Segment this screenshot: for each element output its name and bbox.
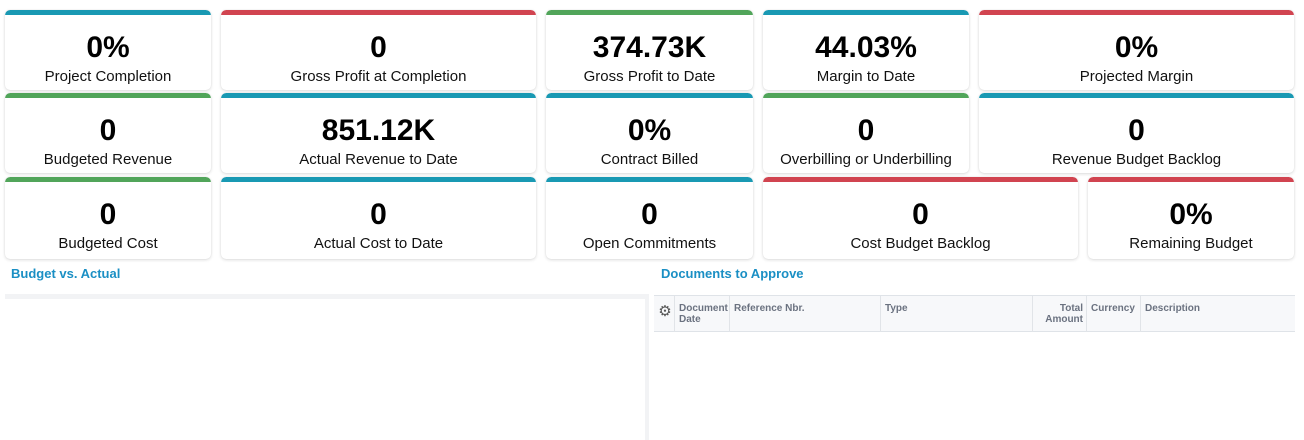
tile-value: 0% bbox=[1114, 31, 1159, 64]
kpi-tile-open-commitments[interactable]: 0 Open Commitments bbox=[546, 177, 753, 259]
kpi-tile-margin-to-date[interactable]: 44.03% Margin to Date bbox=[763, 10, 969, 90]
tile-value: 0 bbox=[1128, 114, 1145, 147]
tile-value: 0 bbox=[99, 198, 117, 231]
tile-accent-bar bbox=[5, 10, 211, 15]
tile-value: 0% bbox=[86, 31, 130, 64]
tile-accent-bar bbox=[763, 177, 1078, 182]
tile-accent-bar bbox=[979, 10, 1294, 15]
tile-label: Open Commitments bbox=[582, 235, 717, 252]
column-header-type[interactable]: Type bbox=[880, 296, 1033, 332]
tile-value: 851.12K bbox=[321, 114, 436, 147]
budget-panel-right-edge bbox=[645, 294, 649, 440]
kpi-tile-budgeted-revenue[interactable]: 0 Budgeted Revenue bbox=[5, 93, 211, 173]
tile-label: Overbilling or Underbilling bbox=[780, 151, 952, 168]
tile-value: 0% bbox=[627, 114, 672, 147]
tile-accent-bar bbox=[763, 10, 969, 15]
kpi-tile-gross-profit-to-date[interactable]: 374.73K Gross Profit to Date bbox=[546, 10, 753, 90]
tile-label: Actual Cost to Date bbox=[313, 235, 444, 252]
tile-value: 0 bbox=[641, 198, 658, 231]
tile-accent-bar bbox=[546, 93, 753, 98]
kpi-tile-actual-cost-to-date[interactable]: 0 Actual Cost to Date bbox=[221, 177, 536, 259]
tile-value: 0 bbox=[857, 114, 875, 147]
tile-label: Projected Margin bbox=[1079, 68, 1194, 85]
tile-accent-bar bbox=[763, 93, 969, 98]
column-header-description[interactable]: Description bbox=[1140, 296, 1295, 332]
tile-accent-bar bbox=[546, 177, 753, 182]
tile-value: 0 bbox=[370, 31, 387, 64]
column-header-total-amount[interactable]: Total Amount bbox=[1032, 296, 1087, 332]
documents-to-approve-title: Documents to Approve bbox=[661, 266, 804, 281]
kpi-tile-revenue-budget-backlog[interactable]: 0 Revenue Budget Backlog bbox=[979, 93, 1294, 173]
tile-value: 44.03% bbox=[815, 31, 917, 64]
tile-label: Revenue Budget Backlog bbox=[1051, 151, 1222, 168]
kpi-tile-budgeted-cost[interactable]: 0 Budgeted Cost bbox=[5, 177, 211, 259]
kpi-tile-gross-profit-at-completion[interactable]: 0 Gross Profit at Completion bbox=[221, 10, 536, 90]
kpi-tile-actual-revenue-to-date[interactable]: 851.12K Actual Revenue to Date bbox=[221, 93, 536, 173]
kpi-tile-contract-billed[interactable]: 0% Contract Billed bbox=[546, 93, 753, 173]
tile-label: Budgeted Cost bbox=[58, 235, 158, 252]
tile-label: Budgeted Revenue bbox=[43, 151, 173, 168]
column-header-document-date[interactable]: Document Date bbox=[674, 296, 730, 332]
tile-accent-bar bbox=[221, 93, 536, 98]
tile-value: 0% bbox=[1169, 198, 1213, 231]
tile-label: Actual Revenue to Date bbox=[299, 151, 458, 168]
tile-value: 0 bbox=[370, 198, 387, 231]
tile-label: Project Completion bbox=[44, 68, 172, 85]
budget-vs-actual-title: Budget vs. Actual bbox=[11, 266, 121, 281]
tile-value: 374.73K bbox=[592, 31, 707, 64]
gear-icon[interactable]: ⚙ bbox=[658, 303, 672, 320]
kpi-tile-cost-budget-backlog[interactable]: 0 Cost Budget Backlog bbox=[763, 177, 1078, 259]
tile-accent-bar bbox=[5, 93, 211, 98]
tile-label: Gross Profit at Completion bbox=[290, 68, 467, 85]
tile-label: Remaining Budget bbox=[1129, 235, 1253, 252]
tile-value: 0 bbox=[99, 114, 117, 147]
tile-value: 0 bbox=[912, 198, 929, 231]
tile-label: Gross Profit to Date bbox=[583, 68, 716, 85]
tile-label: Cost Budget Backlog bbox=[850, 235, 991, 252]
kpi-tile-project-completion[interactable]: 0% Project Completion bbox=[5, 10, 211, 90]
tile-label: Contract Billed bbox=[600, 151, 699, 168]
documents-grid-header: ⚙ Document Date Reference Nbr. Type Tota… bbox=[654, 295, 1295, 332]
tile-accent-bar bbox=[546, 10, 753, 15]
kpi-tile-remaining-budget[interactable]: 0% Remaining Budget bbox=[1088, 177, 1294, 259]
tile-accent-bar bbox=[5, 177, 211, 182]
tile-accent-bar bbox=[979, 93, 1294, 98]
tile-label: Margin to Date bbox=[816, 68, 916, 85]
kpi-tile-projected-margin[interactable]: 0% Projected Margin bbox=[979, 10, 1294, 90]
tile-accent-bar bbox=[221, 10, 536, 15]
tile-accent-bar bbox=[221, 177, 536, 182]
tile-accent-bar bbox=[1088, 177, 1294, 182]
column-header-currency[interactable]: Currency bbox=[1086, 296, 1141, 332]
column-header-reference-nbr[interactable]: Reference Nbr. bbox=[729, 296, 881, 332]
budget-panel-divider bbox=[5, 294, 645, 299]
kpi-tile-overbilling-or-underbilling[interactable]: 0 Overbilling or Underbilling bbox=[763, 93, 969, 173]
